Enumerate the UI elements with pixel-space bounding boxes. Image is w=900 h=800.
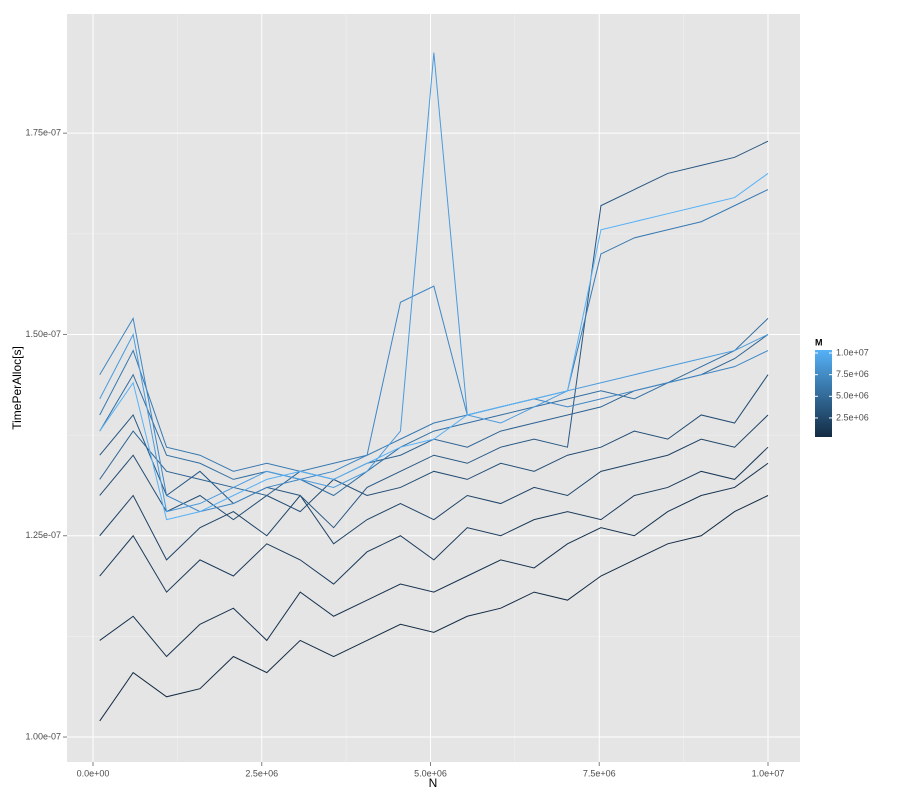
colorbar-label: 2.5e+06	[836, 412, 869, 422]
y-axis-title: TimePerAlloc[s]	[10, 346, 24, 430]
x-tick-label: 7.5e+06	[583, 768, 616, 778]
colorbar	[815, 350, 832, 437]
series-line	[99, 285, 769, 513]
colorbar-label: 7.5e+06	[836, 369, 869, 379]
lines	[99, 52, 769, 722]
series-line	[99, 374, 769, 521]
x-tick-label: 5.0e+06	[414, 768, 447, 778]
y-tick-label: 1.25e-07	[25, 530, 61, 540]
series-line	[99, 414, 769, 561]
y-tick-label: 1.00e-07	[25, 731, 61, 741]
legend-title: M	[815, 337, 823, 347]
series-line	[99, 173, 769, 521]
plot-panel	[67, 14, 800, 762]
x-axis-title: N	[429, 776, 438, 790]
colorbar-label: 1.0e+07	[836, 347, 869, 357]
series-line	[99, 189, 769, 472]
series-line	[99, 317, 769, 497]
grid	[67, 14, 800, 762]
y-tick-label: 1.75e-07	[25, 128, 61, 138]
series-line	[99, 446, 769, 593]
legend: M 2.5e+06 5.0e+06 7.5e+06 1.0e+07	[815, 337, 869, 437]
series-line	[99, 52, 769, 513]
axes: 1.00e-07 1.25e-07 1.50e-07 1.75e-07 0.0e+00 2…	[25, 128, 784, 779]
x-tick-label: 2.5e+06	[245, 768, 278, 778]
y-tick-label: 1.50e-07	[25, 329, 61, 339]
x-tick-label: 1.0e+07	[752, 768, 785, 778]
x-tick-label: 0.0e+00	[77, 768, 110, 778]
series-line	[99, 462, 769, 658]
colorbar-label: 5.0e+06	[836, 391, 869, 401]
series-line	[99, 495, 769, 722]
